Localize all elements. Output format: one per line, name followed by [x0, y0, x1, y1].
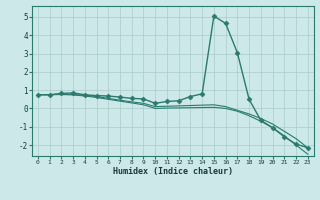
X-axis label: Humidex (Indice chaleur): Humidex (Indice chaleur): [113, 167, 233, 176]
